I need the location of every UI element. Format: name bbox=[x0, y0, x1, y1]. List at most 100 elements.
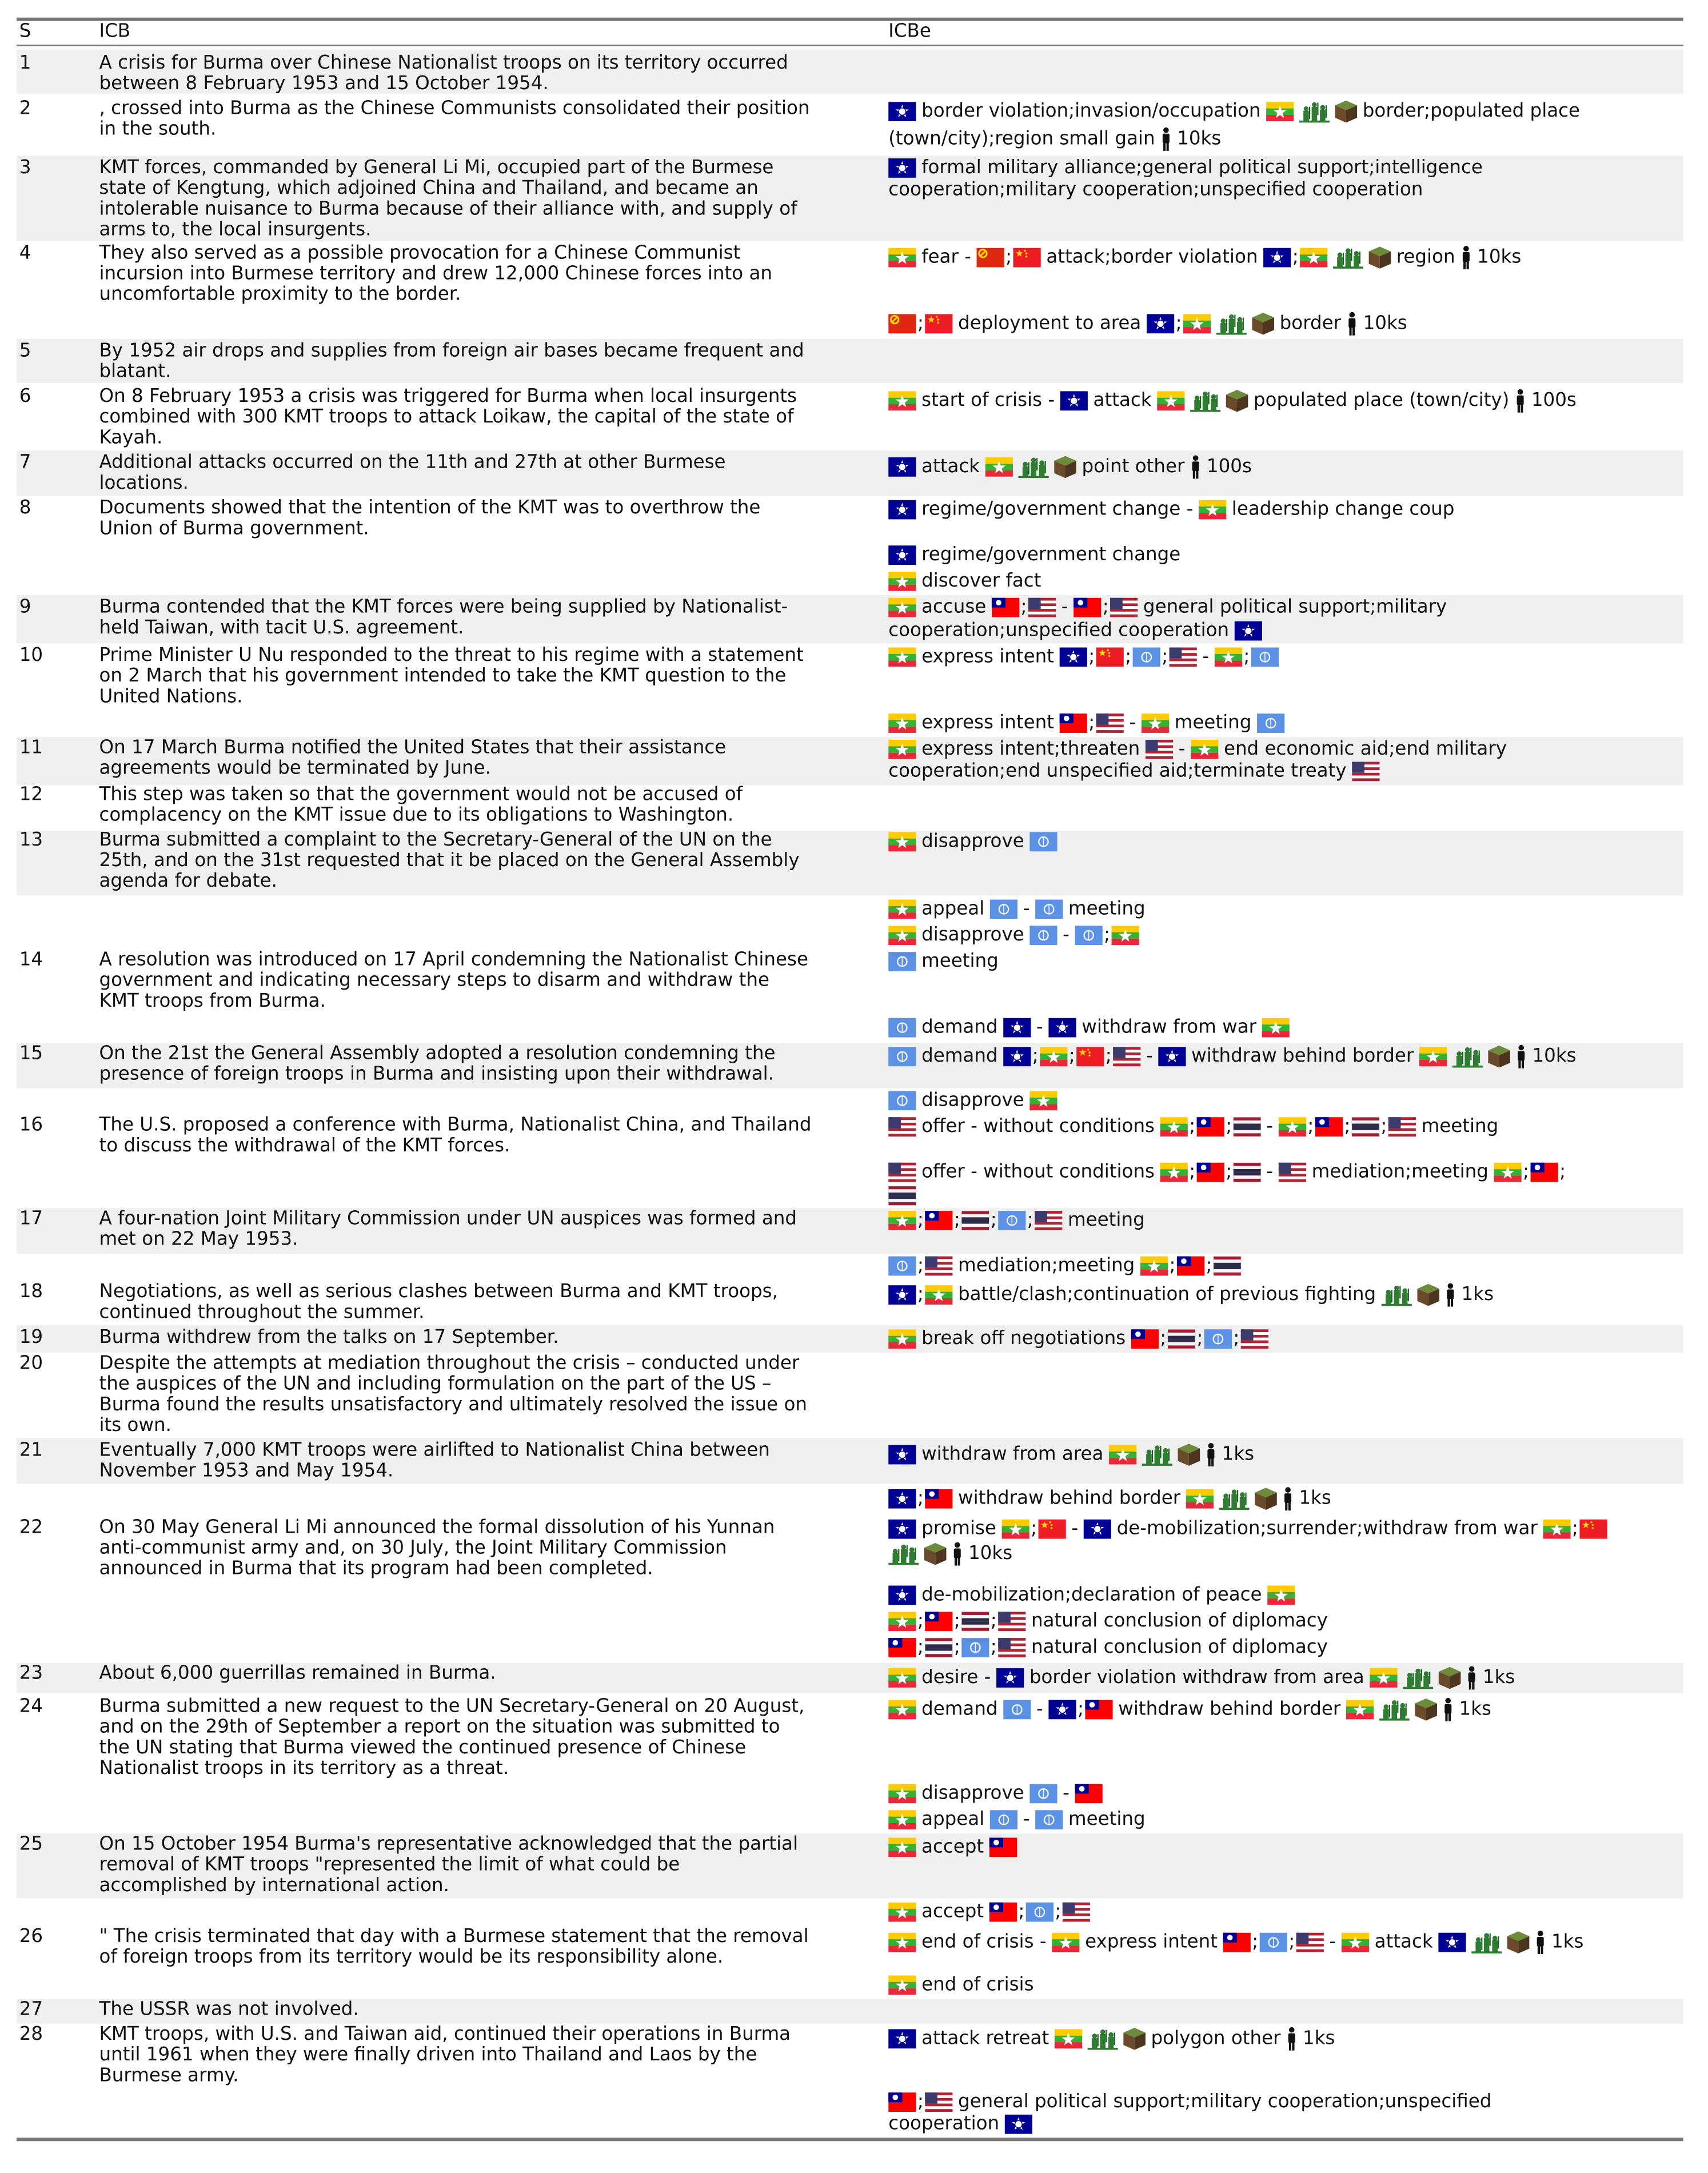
icbe-text: cooperation;military cooperation;unspeci… bbox=[888, 178, 1423, 200]
icbe-text: polygon other bbox=[1151, 2027, 1282, 2048]
icon-tw bbox=[989, 1902, 1017, 1922]
soldier-head bbox=[1223, 1493, 1228, 1499]
icon-un bbox=[1251, 647, 1279, 667]
icb-text: government and indicating necessary step… bbox=[99, 969, 769, 991]
icon-kmt bbox=[888, 1489, 916, 1509]
sun bbox=[1079, 1786, 1085, 1792]
cube-top bbox=[1507, 1931, 1530, 1941]
icon-us bbox=[1096, 713, 1124, 733]
icb-text: held Taiwan, with tacit U.S. agreement. bbox=[99, 616, 464, 638]
row-band bbox=[16, 338, 1683, 383]
icon-tw bbox=[925, 1211, 953, 1230]
icbe-text: attack bbox=[1094, 389, 1152, 410]
stripe bbox=[1352, 764, 1380, 768]
icb-text: By 1952 air drops and supplies from fore… bbox=[99, 339, 804, 361]
star bbox=[895, 903, 909, 916]
stripe bbox=[888, 1134, 916, 1137]
icon-kmt bbox=[1158, 1047, 1186, 1067]
icon-mm bbox=[1543, 1519, 1571, 1539]
icon-mm bbox=[888, 1932, 916, 1952]
icon-mm bbox=[1198, 500, 1227, 520]
stripe bbox=[1140, 1269, 1168, 1276]
icb-text: continued throughout the summer. bbox=[99, 1301, 425, 1322]
canton bbox=[925, 1256, 937, 1267]
icb-text: met on 22 May 1953. bbox=[99, 1228, 298, 1250]
star bbox=[1269, 1021, 1283, 1034]
person-head bbox=[1208, 1443, 1214, 1449]
icb-text: complacency on the KMT issue due to its … bbox=[99, 804, 734, 826]
sun bbox=[1089, 1702, 1095, 1708]
canton bbox=[1096, 713, 1109, 725]
cube-right bbox=[935, 1548, 947, 1565]
sun bbox=[1078, 600, 1084, 606]
stripe bbox=[925, 1273, 953, 1276]
icon-kmt bbox=[1048, 1700, 1076, 1720]
icon-mm bbox=[1111, 926, 1139, 946]
stripe bbox=[1160, 1117, 1188, 1124]
stripe bbox=[1183, 327, 1211, 334]
icb-text: KMT troops, with U.S. and Taiwan aid, co… bbox=[99, 2023, 791, 2044]
stripe bbox=[888, 404, 916, 411]
star bbox=[895, 929, 909, 942]
small-star bbox=[1108, 652, 1111, 654]
icb-text: A resolution was introduced on 17 April … bbox=[99, 948, 808, 970]
icb-text: uncomfortable proximity to the border. bbox=[99, 283, 461, 305]
row-band bbox=[16, 1833, 1683, 1899]
sun-core bbox=[1168, 1052, 1176, 1061]
icon-mm bbox=[1160, 1162, 1188, 1182]
row-number: 5 bbox=[19, 339, 31, 361]
star bbox=[1148, 717, 1162, 730]
icon-terrain bbox=[1488, 1045, 1510, 1068]
icon-mm bbox=[1040, 1047, 1068, 1067]
ground bbox=[1471, 1951, 1502, 1953]
canton bbox=[998, 1638, 1011, 1649]
icbe-text: - bbox=[1329, 1931, 1336, 1952]
icon-mm bbox=[1346, 1700, 1374, 1720]
stripe bbox=[961, 1624, 989, 1628]
sun bbox=[993, 1904, 999, 1910]
icbe-text: ; bbox=[1196, 1327, 1203, 1349]
small-star bbox=[937, 321, 939, 324]
icon-us bbox=[1062, 1902, 1090, 1922]
icon-terrain bbox=[1417, 1283, 1440, 1306]
soldier-head bbox=[1320, 105, 1326, 110]
icon-th bbox=[961, 1210, 989, 1231]
soldier-head bbox=[1473, 1050, 1479, 1055]
stripe bbox=[1167, 1342, 1195, 1346]
icbe-text: border;populated place bbox=[1363, 99, 1580, 121]
row-number: 23 bbox=[19, 1662, 43, 1684]
icon-tw bbox=[1196, 1162, 1224, 1182]
soldier-head bbox=[1456, 1051, 1462, 1056]
stripe bbox=[1351, 1120, 1379, 1124]
emblem bbox=[1265, 717, 1276, 729]
icbe-text: ; bbox=[1078, 1697, 1084, 1719]
star bbox=[895, 651, 909, 664]
icon-tw bbox=[925, 1612, 953, 1632]
stripe bbox=[888, 1784, 916, 1791]
icbe-text: - bbox=[1023, 1808, 1030, 1829]
icbe-text: meeting bbox=[1422, 1115, 1499, 1137]
icbe-text: fear - bbox=[921, 246, 971, 268]
stripe bbox=[1141, 726, 1170, 733]
soldier-body bbox=[1394, 1290, 1400, 1306]
stripe bbox=[1213, 1256, 1242, 1260]
person-body bbox=[1537, 1936, 1544, 1947]
outline bbox=[1351, 1117, 1380, 1137]
icon-mm bbox=[1300, 248, 1328, 268]
stripe bbox=[1213, 1272, 1242, 1276]
person-leg bbox=[1211, 1458, 1214, 1467]
soldier-body bbox=[1039, 465, 1045, 477]
soldier-head bbox=[1203, 391, 1208, 397]
star bbox=[1307, 251, 1320, 264]
cube-left bbox=[1178, 1448, 1189, 1466]
canton bbox=[1240, 1329, 1254, 1341]
stripe bbox=[1213, 1266, 1242, 1270]
soldier-body bbox=[1154, 1450, 1160, 1465]
stripe bbox=[888, 1117, 916, 1121]
icon-un bbox=[1029, 832, 1057, 852]
icon-mm bbox=[888, 1784, 916, 1804]
stripe bbox=[961, 1223, 989, 1227]
icon-mm bbox=[1141, 713, 1170, 733]
icbe-text: offer - without conditions bbox=[921, 1161, 1155, 1182]
icon-terrain bbox=[1252, 312, 1275, 335]
